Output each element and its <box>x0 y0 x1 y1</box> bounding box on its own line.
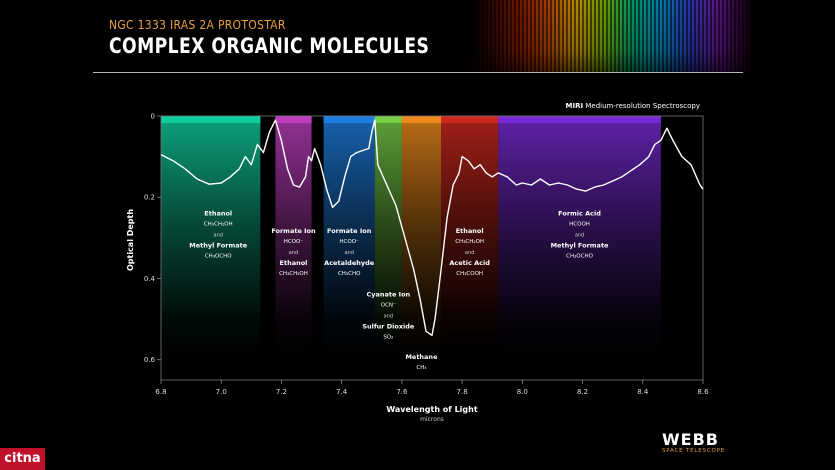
x-tick-label: 7.6 <box>396 388 408 396</box>
conjunction-label: and <box>344 250 353 256</box>
page-subtitle: NGC 1333 IRAS 2A PROTOSTAR <box>109 18 286 32</box>
x-tick-label: 6.8 <box>155 388 166 396</box>
webb-logo: WEBB <box>662 430 719 449</box>
molecule-name: Formic Acid <box>558 210 601 218</box>
molecule-formula: SO₂ <box>383 335 393 341</box>
molecule-formula: HCOOH <box>569 222 590 228</box>
absorption-band-cap-3 <box>374 116 402 123</box>
absorption-band-cap-1 <box>275 116 312 123</box>
x-tick-label: 8.0 <box>517 388 528 396</box>
molecule-name: Methane <box>405 353 438 361</box>
band-label-group-0: Ethanol CH₃CH₂OH and Methyl Formate CH₃OCHO <box>189 210 247 260</box>
absorption-band-3 <box>374 116 402 356</box>
conjunction-label: and <box>384 314 393 320</box>
molecule-name: Formate Ion <box>271 227 316 235</box>
conjunction-label: and <box>214 233 223 239</box>
molecule-name: Ethanol <box>204 210 232 218</box>
band-label-group-3: Cyanate Ion OCN⁻ and Sulfur Dioxide SO₂ <box>362 291 415 341</box>
y-axis-label: Optical Depth <box>126 209 135 271</box>
x-tick-label: 7.2 <box>276 388 287 396</box>
molecule-formula: CH₃CH₂OH <box>279 271 308 277</box>
absorption-band-6 <box>498 116 661 356</box>
molecule-name: Acetic Acid <box>449 259 490 267</box>
band-label-group-4: Methane CH₄ <box>405 353 438 371</box>
x-axis-unit: microns <box>420 416 444 423</box>
instrument-name: MIRI <box>566 102 584 110</box>
band-label-group-2: Formate Ion HCOO⁻ and Acetaldehyde CH₃CHO <box>324 227 375 277</box>
molecule-formula: CH₃CH₂OH <box>204 222 233 228</box>
molecule-formula: HCOO⁻ <box>284 239 304 245</box>
header-divider <box>93 72 743 73</box>
header-spectrum-fade <box>470 0 750 72</box>
molecule-name: Methyl Formate <box>189 242 247 250</box>
page-title: COMPLEX ORGANIC MOLECULES <box>109 34 430 58</box>
molecule-formula: CH₃OCHO <box>205 254 232 260</box>
molecule-name: Sulfur Dioxide <box>362 323 415 331</box>
y-tick-label: 0.6 <box>144 356 156 364</box>
y-tick-label: 0.4 <box>144 275 156 283</box>
absorption-band-1 <box>275 116 312 356</box>
molecule-name: Ethanol <box>280 259 308 267</box>
spectrum-line <box>160 119 704 336</box>
molecule-name: Cyanate Ion <box>366 291 410 299</box>
plot-frame <box>160 115 704 381</box>
molecule-name: Ethanol <box>456 227 484 235</box>
conjunction-label: and <box>289 250 298 256</box>
molecule-formula: CH₃CH₂OH <box>455 239 484 245</box>
absorption-band-5 <box>441 116 499 356</box>
instrument-mode: Medium-resolution Spectroscopy <box>583 102 700 110</box>
tick-layer: 6.8 7.0 7.2 7.4 7.6 7.8 8.0 8.2 8.4 8.6 0 0.2 0.4 0.6 <box>144 113 709 397</box>
instrument-label: MIRI Medium-resolution Spectroscopy <box>566 102 700 110</box>
molecule-name: Methyl Formate <box>551 242 609 250</box>
x-tick-label: 7.8 <box>457 388 468 396</box>
molecule-formula: CH₃COOH <box>456 271 483 277</box>
absorption-band-cap-0 <box>161 116 261 123</box>
band-label-group-6: Formic Acid HCOOH and Methyl Formate CH₃OCHO <box>551 210 609 260</box>
conjunction-label: and <box>575 233 584 239</box>
x-tick-label: 7.0 <box>216 388 227 396</box>
x-axis-label: Wavelength of Light <box>386 405 477 414</box>
molecule-formula: HCOO⁻ <box>339 239 359 245</box>
molecule-formula: OCN⁻ <box>381 303 396 309</box>
y-tick-label: 0 <box>151 113 155 121</box>
x-tick-label: 8.6 <box>697 388 709 396</box>
band-label-group-5: Ethanol CH₃CH₂OH and Acetic Acid CH₃COOH <box>449 227 490 277</box>
x-tick-label: 8.4 <box>637 388 649 396</box>
molecule-formula: CH₃CHO <box>338 271 361 277</box>
molecule-formula: CH₄ <box>416 365 427 371</box>
y-tick-label: 0.2 <box>144 194 155 202</box>
absorption-band-cap-2 <box>323 116 375 123</box>
conjunction-label: and <box>465 250 474 256</box>
plot-border <box>160 115 704 381</box>
band-label-group-1: Formate Ion HCOO⁻ and Ethanol CH₃CH₂OH <box>271 227 316 277</box>
x-tick-label: 8.2 <box>577 388 588 396</box>
band-layer <box>161 116 661 356</box>
absorption-band-0 <box>161 116 261 356</box>
absorption-band-cap-4 <box>401 116 442 123</box>
absorption-band-cap-6 <box>498 116 661 123</box>
absorption-band-cap-5 <box>441 116 499 123</box>
absorption-band-2 <box>323 116 375 356</box>
molecule-name: Acetaldehyde <box>324 259 375 267</box>
molecule-formula: CH₃OCHO <box>566 254 593 260</box>
watermark-badge: citna <box>0 448 45 470</box>
x-tick-label: 7.4 <box>336 388 348 396</box>
webb-logo-subtitle: SPACE TELESCOPE <box>662 448 726 454</box>
absorption-band-4 <box>401 116 442 356</box>
molecule-name: Formate Ion <box>327 227 372 235</box>
